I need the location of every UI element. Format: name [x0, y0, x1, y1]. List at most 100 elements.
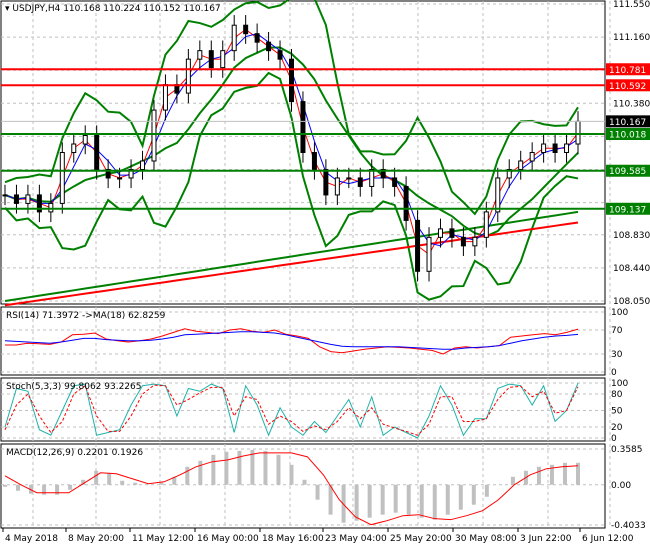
price-tick: 108.440	[613, 264, 650, 274]
candle	[541, 143, 547, 153]
candle	[311, 152, 317, 170]
candle	[392, 177, 398, 187]
level-label: 110.018	[609, 131, 646, 141]
candle	[472, 236, 478, 247]
candle	[140, 160, 146, 170]
candle	[483, 211, 489, 238]
level-label-bg	[606, 202, 650, 215]
ma-long-red	[4, 221, 579, 307]
indicator-tick: 100	[611, 308, 628, 318]
candle	[243, 24, 249, 35]
indicator-line-1	[4, 331, 579, 350]
candle	[369, 168, 375, 187]
indicator-title: RSI(14) 71.3972 ->MA(18) 62.8259	[6, 311, 166, 321]
candle	[380, 168, 386, 179]
indicator-tick: 0	[611, 434, 617, 444]
indicator-tick: 70	[611, 326, 623, 336]
price-tick: 110.380	[613, 99, 650, 109]
level-label: 109.585	[609, 167, 646, 177]
ma-long-green	[4, 210, 579, 302]
candle	[71, 143, 77, 153]
candle	[426, 236, 432, 272]
symbol-title: ▾ USDJPY,H4 110.168 110.224 110.152 110.…	[5, 4, 221, 14]
candle	[518, 160, 524, 170]
price-tick: 111.160	[613, 33, 650, 43]
bollinger-upper	[4, 0, 579, 216]
candle	[323, 168, 329, 196]
indicator-tick: 80	[611, 390, 623, 400]
time-label: 6 Jun 12:00	[582, 534, 634, 544]
indicator-tick: -0.4033	[611, 521, 646, 531]
indicator-tick: 100	[611, 379, 628, 389]
candle	[575, 120, 581, 145]
panel-frame-1	[0, 306, 606, 376]
candle	[415, 219, 421, 272]
price-tick: 108.050	[613, 297, 650, 307]
current-price-label: 110.167	[609, 118, 646, 128]
candle	[334, 177, 340, 196]
candle	[346, 177, 352, 180]
time-label: 16 May 00:00	[197, 534, 259, 544]
indicator-line-1	[4, 384, 579, 436]
candle	[254, 33, 260, 43]
macd-signal-line	[4, 452, 579, 526]
candle	[25, 194, 31, 204]
candle	[59, 152, 65, 204]
time-label: 23 May 04:00	[325, 534, 387, 544]
panel-frame-2	[0, 377, 606, 442]
candle	[208, 50, 214, 69]
indicator-tick: 0.3585	[611, 445, 643, 455]
panel-frame-3	[0, 443, 606, 529]
candle	[495, 177, 501, 213]
candle	[529, 152, 535, 162]
candle	[197, 50, 203, 60]
candle	[48, 202, 54, 213]
level-label: 110.781	[609, 66, 646, 76]
time-label: 18 May 16:00	[262, 534, 324, 544]
candle	[185, 58, 191, 94]
price-tick: 111.550	[613, 0, 650, 10]
level-label-bg	[606, 128, 650, 141]
candle	[564, 143, 570, 153]
candle	[449, 228, 455, 238]
candle	[266, 41, 272, 52]
candle	[506, 168, 512, 179]
indicator-tick: 50	[611, 407, 623, 417]
time-label: 25 May 20:00	[390, 534, 452, 544]
candle	[2, 194, 8, 197]
candle	[162, 84, 168, 111]
indicator-tick: 0.00	[611, 481, 631, 491]
candle	[105, 168, 111, 179]
time-label: 11 May 12:00	[132, 534, 194, 544]
candle	[300, 101, 306, 154]
indicator-title: Stoch(5,3,3) 99.8062 93.2265	[6, 382, 141, 392]
candle	[357, 177, 363, 187]
indicator-line-0	[4, 382, 579, 439]
candle	[403, 185, 409, 221]
candle	[117, 177, 123, 180]
candle	[151, 109, 157, 162]
time-label: 4 May 2018	[5, 534, 58, 544]
time-label: 30 May 08:00	[455, 534, 517, 544]
level-label: 110.592	[609, 82, 646, 92]
candle	[94, 135, 100, 170]
candle	[36, 194, 42, 213]
candle	[437, 228, 443, 238]
candle	[552, 143, 558, 153]
time-label: 8 May 20:00	[68, 534, 124, 544]
candle	[220, 50, 226, 69]
indicator-tick: 30	[611, 350, 623, 360]
price-tick: 108.830	[613, 231, 650, 241]
level-label-bg	[606, 63, 650, 76]
bollinger-lower	[4, 71, 579, 301]
indicator-tick: 0	[611, 368, 617, 378]
candle	[13, 194, 19, 204]
candle	[231, 24, 237, 52]
candle	[460, 236, 466, 247]
candle	[277, 50, 283, 60]
indicator-title: MACD(12,26,9) 0.2201 0.1926	[6, 448, 143, 458]
time-label: 3 Jun 22:00	[520, 534, 572, 544]
level-label-bg	[606, 164, 650, 177]
candle	[82, 135, 88, 145]
